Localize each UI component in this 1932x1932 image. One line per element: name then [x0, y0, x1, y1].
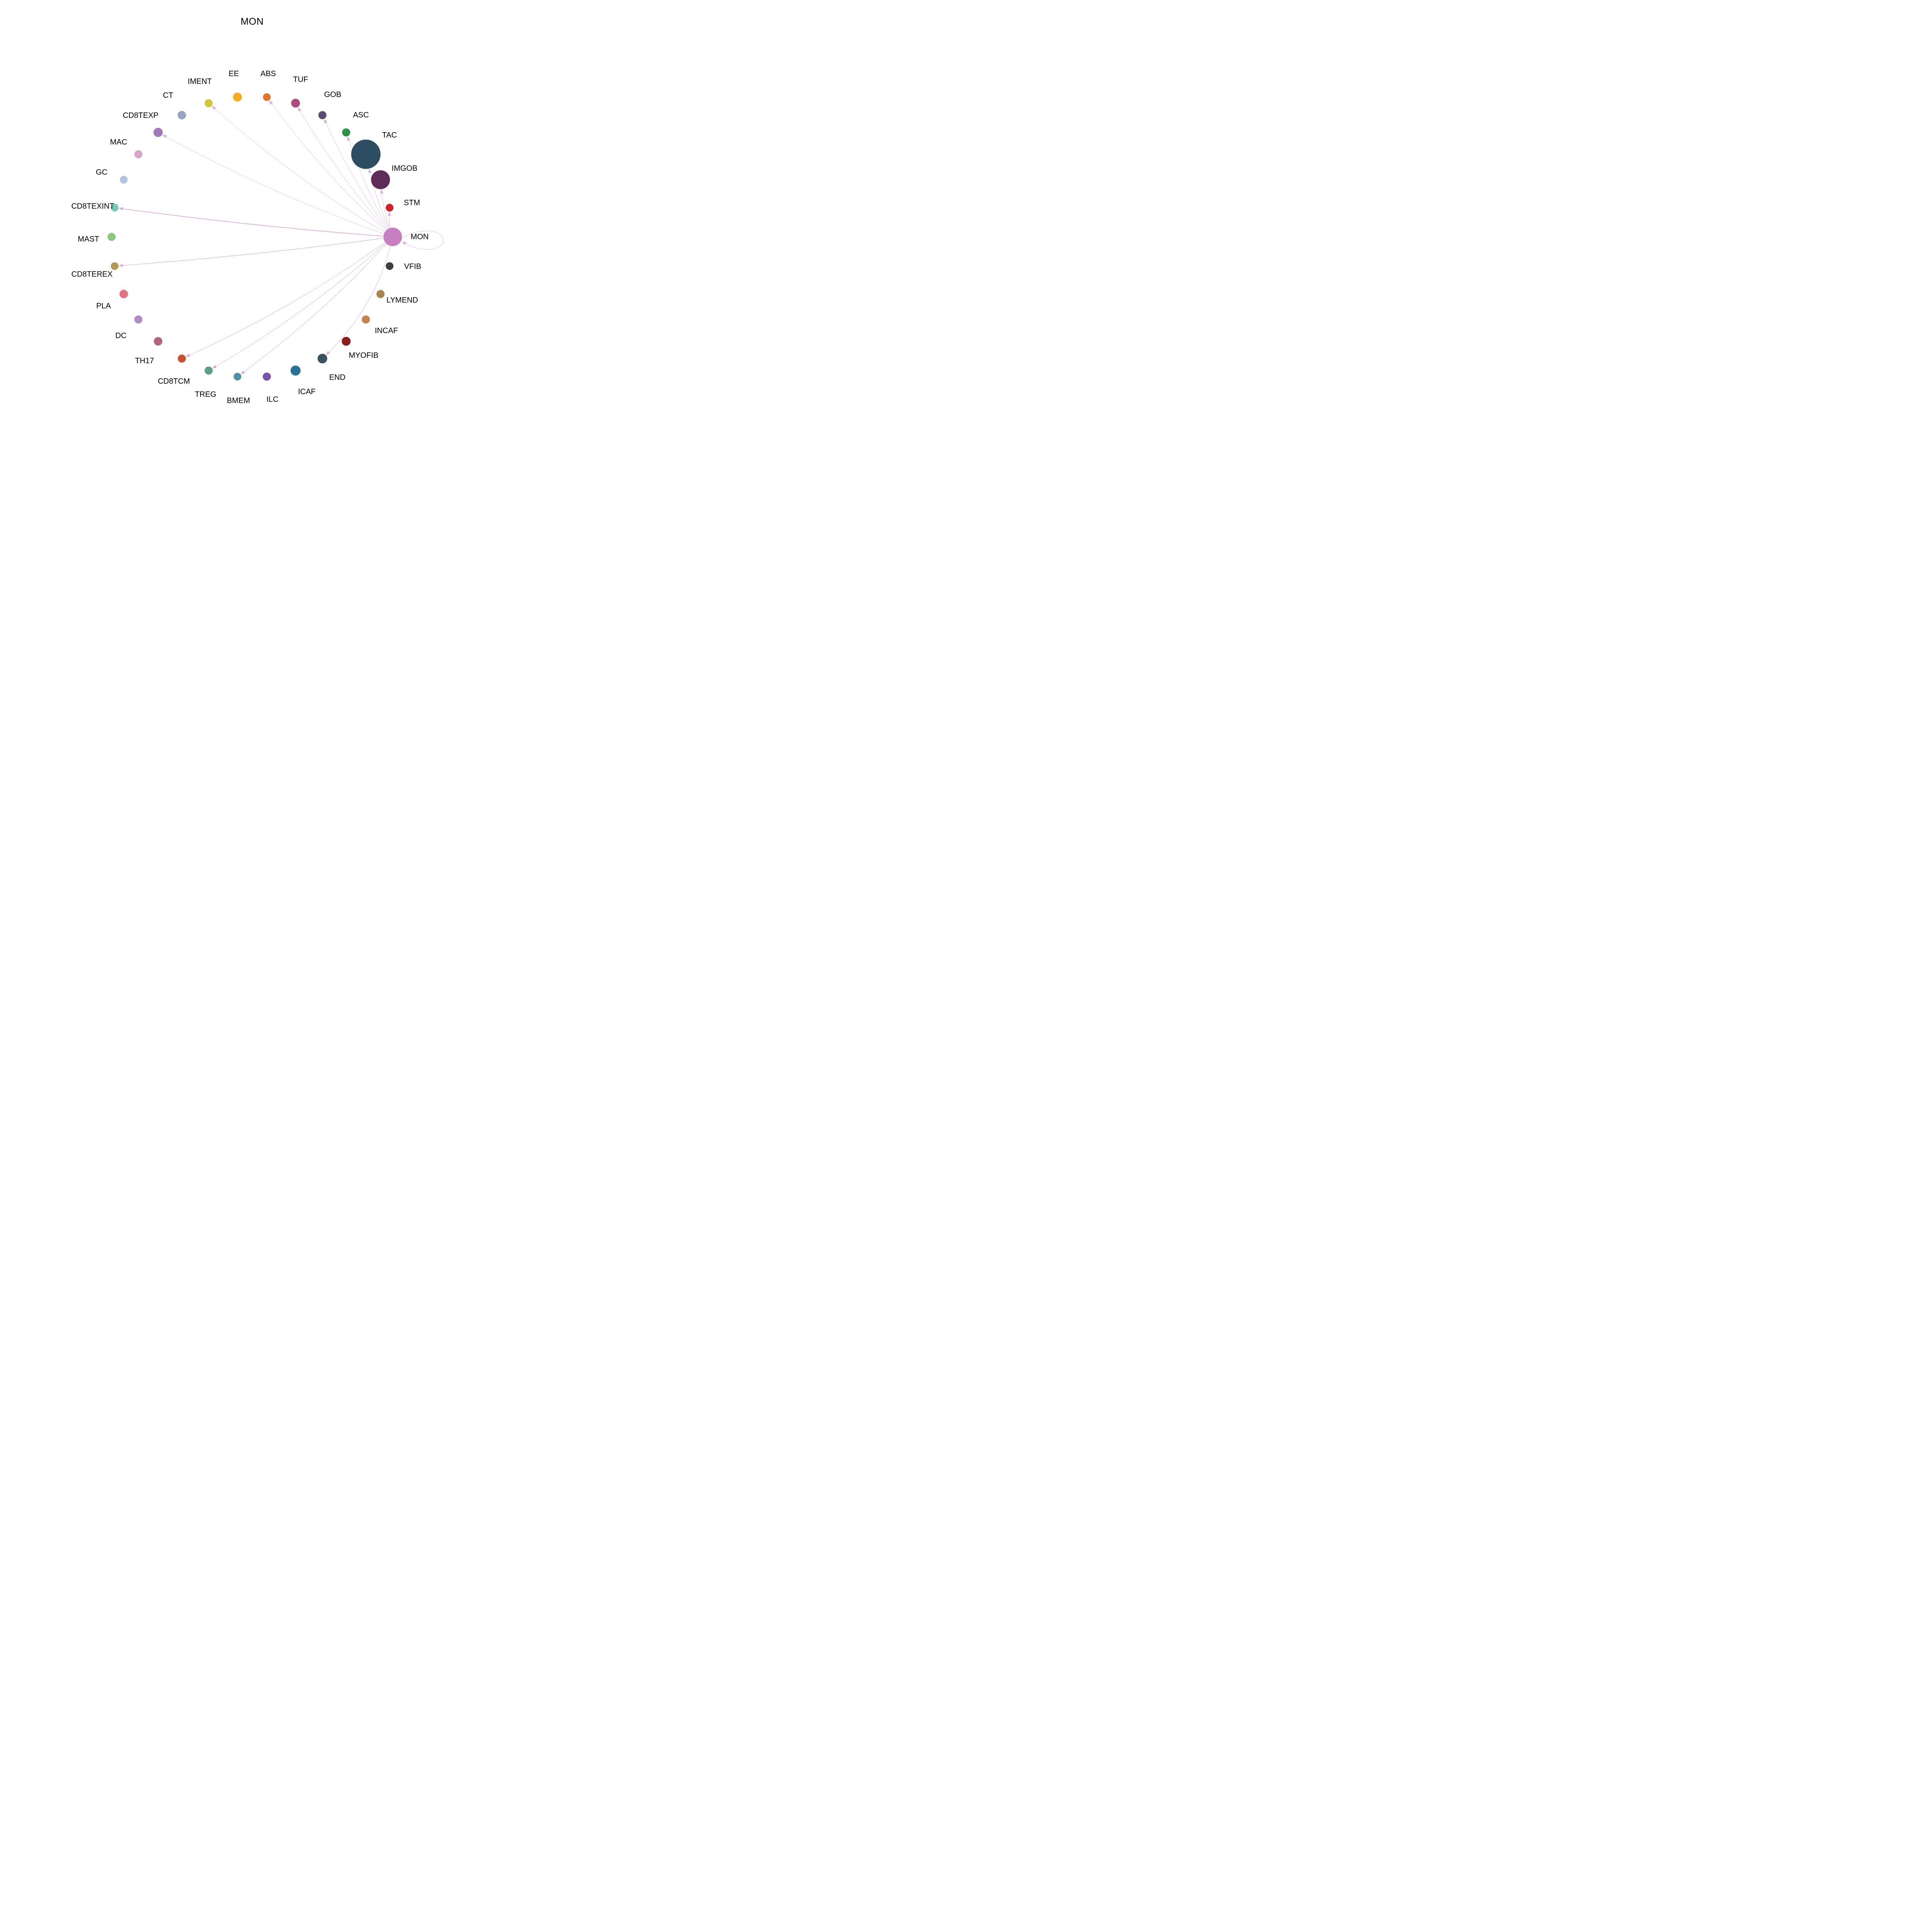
edge-MON-to-TREG [213, 243, 386, 368]
node-label-IMGOB: IMGOB [392, 164, 418, 173]
node-label-IMENT: IMENT [188, 77, 212, 86]
node-PLA [119, 289, 128, 298]
node-TAC [351, 139, 381, 169]
node-label-MAC: MAC [110, 138, 127, 146]
node-label-CD8TEREX: CD8TEREX [71, 270, 113, 279]
labels-layer: MON STM IMGOB TAC ASC GOB TUF ABS EE IMENT CT CD8TE… [71, 70, 429, 405]
node-CD8TEXINT [111, 204, 119, 212]
node-label-ASC: ASC [353, 111, 369, 119]
node-label-INCAF: INCAF [375, 327, 398, 335]
node-label-VFIB: VFIB [404, 262, 421, 271]
node-label-MON: MON [411, 233, 429, 241]
node-INCAF [362, 315, 370, 324]
edge-MON-self-loop [401, 231, 444, 250]
node-STM [386, 204, 394, 212]
edge-MON-to-CD8TEXINT [119, 208, 383, 236]
node-END [317, 354, 327, 364]
page-title: MON [240, 16, 264, 27]
edge-MON-to-CD8TCM [186, 242, 385, 357]
node-label-CD8TEXINT: CD8TEXINT [71, 202, 114, 211]
node-MON [383, 228, 402, 246]
node-TH17 [154, 337, 163, 346]
node-MAST [107, 233, 116, 241]
edge-MON-to-STM [389, 212, 390, 228]
node-MAC [134, 150, 143, 158]
node-label-CT: CT [163, 91, 173, 100]
node-label-PLA: PLA [96, 302, 111, 310]
edge-MON-to-ABS [270, 101, 386, 231]
node-label-BMEM: BMEM [227, 396, 250, 405]
node-GOB [318, 111, 327, 119]
node-IMGOB [371, 170, 390, 189]
edge-MON-to-TUF [298, 108, 386, 230]
edge-MON-to-CD8TEREX [119, 238, 383, 265]
node-TREG [204, 366, 213, 375]
node-label-GOB: GOB [324, 90, 341, 99]
node-CT [177, 111, 186, 119]
node-label-ILC: ILC [266, 395, 278, 404]
edge-MON-to-IMENT [212, 106, 384, 232]
network-graph-canvas: MON STM IMGOB TAC ASC GOB TUF ABS EE IMENT CT CD8TE… [71, 70, 444, 405]
node-GC [120, 176, 128, 184]
node-label-MYOFIB: MYOFIB [349, 351, 379, 360]
node-ICAF [290, 366, 301, 376]
node-label-STM: STM [404, 199, 420, 207]
node-label-CD8TCM: CD8TCM [158, 377, 190, 386]
node-ABS [263, 93, 271, 101]
node-CD8TEREX [111, 262, 119, 270]
nodes-layer [107, 92, 402, 381]
node-label-ICAF: ICAF [298, 388, 316, 396]
node-CD8TCM [178, 354, 186, 363]
edge-MON-to-BMEM [241, 244, 386, 374]
node-label-CD8TEXP: CD8TEXP [123, 111, 158, 120]
edges-layer [119, 101, 444, 374]
node-EE [233, 92, 242, 102]
node-VFIB [386, 262, 394, 270]
node-label-DC: DC [116, 332, 127, 340]
edge-MON-to-TAC [369, 169, 389, 228]
node-label-EE: EE [229, 70, 239, 78]
node-label-TAC: TAC [382, 131, 397, 139]
edge-MON-to-IMGOB [381, 190, 390, 228]
node-DC [134, 315, 143, 324]
node-label-MAST: MAST [78, 235, 99, 243]
node-label-LYMEND: LYMEND [386, 296, 418, 304]
node-label-TH17: TH17 [135, 357, 154, 365]
node-MYOFIB [342, 337, 351, 346]
node-CD8TEXP [153, 128, 163, 137]
node-ASC [342, 128, 350, 137]
node-BMEM [233, 372, 242, 381]
node-label-END: END [329, 373, 345, 382]
node-TUF [291, 99, 300, 108]
edge-MON-to-END [327, 246, 391, 355]
edge-MON-to-CD8TEXP [163, 135, 384, 234]
node-LYMEND [376, 290, 385, 298]
node-label-ABS: ABS [260, 70, 276, 78]
edge-MON-to-GOB [325, 119, 387, 229]
node-label-GC: GC [96, 168, 107, 177]
node-IMENT [204, 99, 213, 107]
node-label-TUF: TUF [293, 75, 308, 84]
node-label-TREG: TREG [195, 390, 216, 399]
node-ILC [263, 372, 271, 381]
